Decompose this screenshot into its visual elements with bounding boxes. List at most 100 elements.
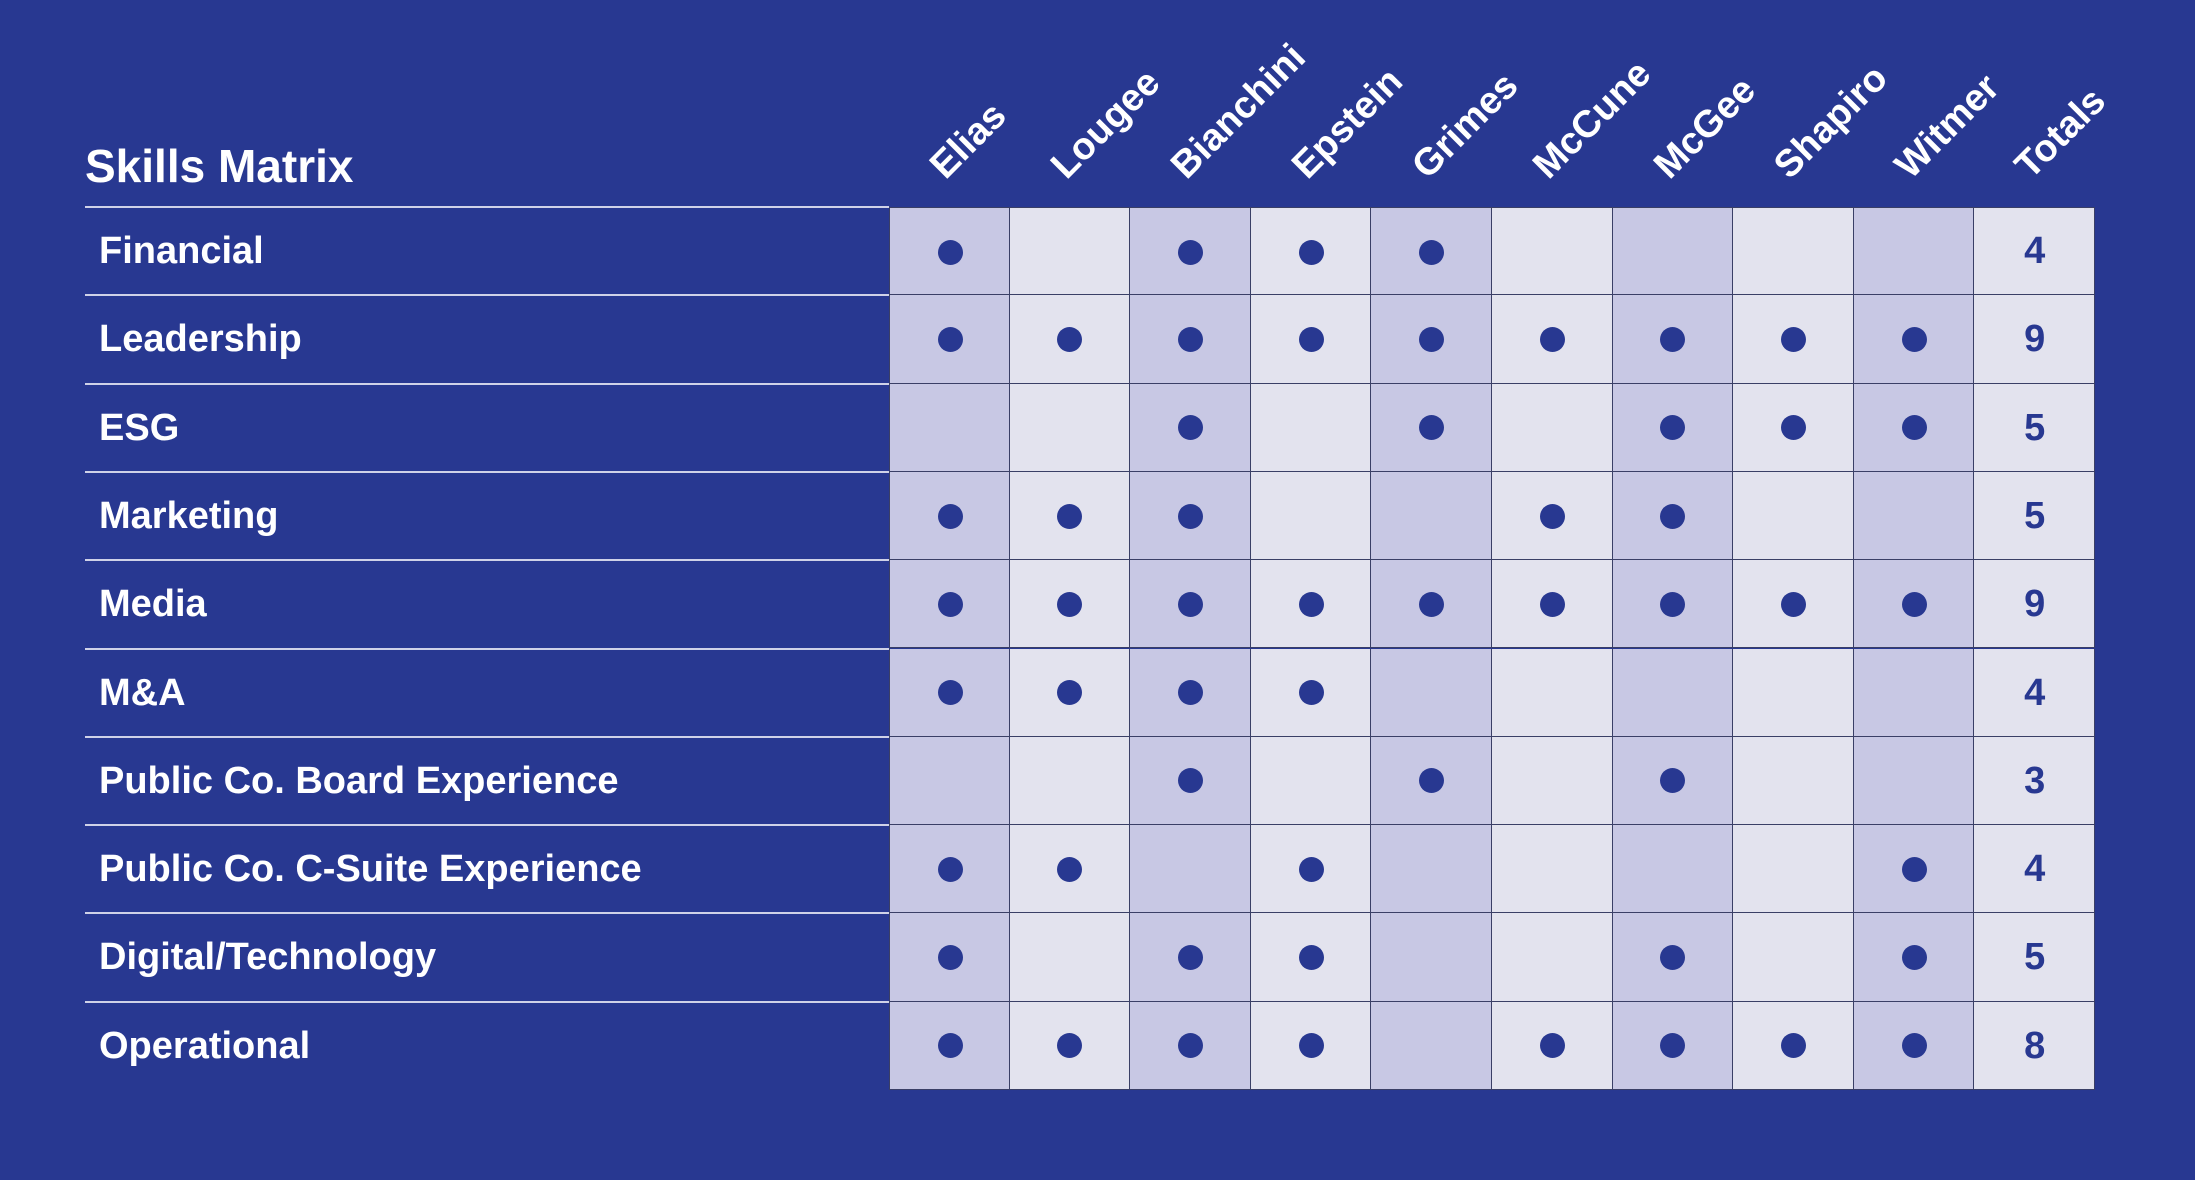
totals-cell [1974, 736, 2095, 826]
skill-label: Media [99, 583, 207, 626]
totals-cell [1974, 560, 2095, 649]
matrix-cell [1492, 383, 1613, 472]
skill-dot [937, 680, 963, 706]
row-divider [85, 382, 889, 385]
skill-dot [1780, 1033, 1806, 1059]
matrix-cell [1733, 383, 1854, 472]
matrix-cell [1492, 295, 1613, 384]
skill-dot [1539, 503, 1565, 529]
skill-dot [1177, 326, 1203, 352]
total-value: 4 [2024, 230, 2046, 272]
skill-label: Marketing [99, 494, 279, 537]
matrix-cell [889, 648, 1010, 737]
matrix-cell [1130, 560, 1251, 649]
totals-cell [1974, 207, 2095, 296]
skill-dot [937, 945, 963, 971]
skill-dot [1660, 945, 1686, 971]
matrix-cell [1612, 471, 1734, 561]
matrix-cell [1853, 471, 1975, 561]
matrix-cell [1009, 383, 1131, 472]
matrix-cell [1250, 648, 1372, 737]
column-header: Grimes [1404, 64, 1527, 187]
matrix-cell [1733, 295, 1854, 384]
matrix-cell [1250, 736, 1372, 826]
skill-dot [1177, 239, 1203, 265]
matrix-cell [1250, 383, 1372, 472]
totals-cell [1974, 648, 2095, 737]
skill-dot [937, 1033, 963, 1059]
row-divider [85, 206, 889, 208]
skill-dot [1057, 856, 1083, 882]
skill-dot [1298, 680, 1324, 706]
matrix-cell [1612, 560, 1734, 649]
matrix-cell [1853, 295, 1975, 384]
row-divider [85, 559, 889, 562]
skill-dot [1660, 1033, 1686, 1059]
skill-dot [1660, 768, 1686, 794]
skill-dot [1419, 415, 1445, 441]
skill-dot [937, 503, 963, 529]
matrix-cell [1130, 736, 1251, 826]
skill-dot [1177, 415, 1203, 441]
skill-dot [937, 239, 963, 265]
matrix-cell [1250, 207, 1372, 296]
matrix-cell [1733, 207, 1854, 296]
skill-dot [1177, 1033, 1203, 1059]
matrix-cell [1250, 560, 1372, 649]
total-value: 8 [2024, 1024, 2046, 1067]
skill-dot [1780, 326, 1806, 352]
skill-dot [1298, 591, 1324, 617]
skill-dot [1780, 415, 1806, 441]
skill-dot [1660, 503, 1686, 529]
skill-dot [1177, 945, 1203, 971]
skill-dot [1419, 591, 1445, 617]
matrix-cell [1250, 471, 1372, 561]
skill-dot [1901, 1033, 1927, 1059]
matrix-cell [1853, 825, 1975, 914]
matrix-cell [1009, 736, 1131, 826]
matrix-cell [889, 736, 1010, 826]
matrix-cell [1492, 1001, 1613, 1090]
matrix-cell [1371, 471, 1492, 561]
skill-dot [1177, 503, 1203, 529]
matrix-cell [1371, 1001, 1492, 1090]
skill-dot [1539, 1033, 1565, 1059]
skill-label: Operational [99, 1024, 311, 1067]
matrix-cell [1250, 825, 1372, 914]
matrix-cell [1371, 913, 1492, 1002]
skill-dot [1177, 680, 1203, 706]
matrix-cell [1371, 825, 1492, 914]
skill-dot [1419, 239, 1445, 265]
matrix-cell [1733, 648, 1854, 737]
matrix-cell [889, 471, 1010, 561]
skill-label: M&A [99, 671, 186, 714]
matrix-cell [1371, 383, 1492, 472]
skill-dot [1901, 856, 1927, 882]
skill-label: ESG [99, 406, 180, 449]
row-divider [85, 294, 889, 297]
total-value: 9 [2024, 318, 2046, 361]
skill-dot [1539, 326, 1565, 352]
total-value: 5 [2024, 494, 2046, 537]
skill-dot [1057, 591, 1083, 617]
skill-dot [937, 326, 963, 352]
matrix-cell [1250, 1001, 1372, 1090]
skill-dot [1298, 856, 1324, 882]
skill-dot [1539, 591, 1565, 617]
skill-dot [1298, 326, 1324, 352]
skill-label: Financial [99, 230, 264, 272]
skill-label: Public Co. C-Suite Experience [99, 848, 642, 891]
skill-dot [1419, 326, 1445, 352]
matrix-cell [1492, 207, 1613, 296]
matrix-cell [1853, 207, 1975, 296]
total-value: 4 [2024, 848, 2046, 891]
matrix-cell [1009, 1001, 1131, 1090]
column-header: McCune [1525, 52, 1660, 187]
matrix-cell [1009, 560, 1131, 649]
matrix-cell [1009, 471, 1131, 561]
totals-cell [1974, 471, 2095, 561]
matrix-cell [889, 383, 1010, 472]
skill-dot [1177, 591, 1203, 617]
matrix-cell [1492, 913, 1613, 1002]
